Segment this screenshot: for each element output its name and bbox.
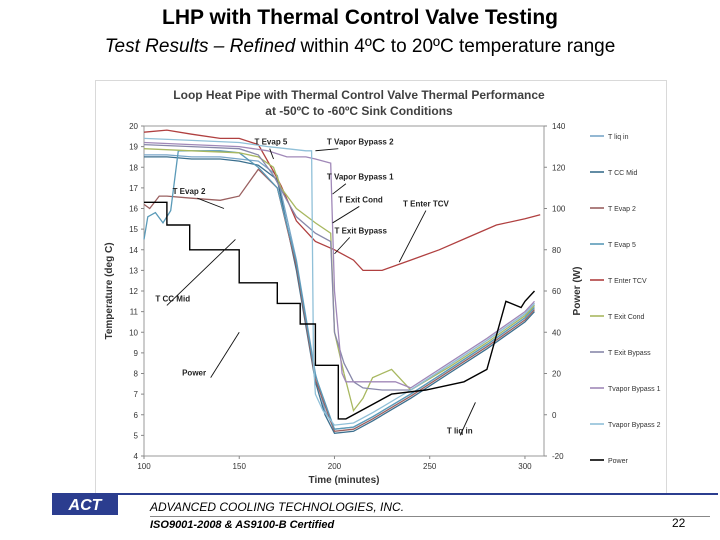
y-axis-label: Temperature (deg C) [104,242,115,339]
legend-label: T Exit Cond [608,314,645,321]
series-line-t-enter-tcv [143,129,541,272]
annotation-arrow [459,402,476,436]
legend-label: T liq in [608,134,629,141]
y-tick-label: 7 [134,390,139,399]
legend-label: Power [608,458,629,465]
company-name: ADVANCED COOLING TECHNOLOGIES, INC. [150,500,405,514]
subtitle-italic: Test Results – Refined [104,36,296,57]
annotation-label: T liq in [447,426,473,435]
y-tick-label: 10 [129,328,138,337]
annotation-label: T Vapor Bypass 2 [327,138,394,147]
y-tick-label: 13 [129,266,138,275]
chart-svg: Loop Heat Pipe with Thermal Control Valv… [104,88,661,486]
annotation-label: T Evap 2 [173,187,206,196]
y-tick-label: 20 [129,122,138,131]
annotation-label: T Exit Cond [338,195,383,204]
legend-label: T Exit Bypass [608,350,651,357]
series-line-t-evap-2 [143,168,535,433]
chart-title: Loop Heat Pipe with Thermal Control Valv… [173,88,545,102]
annotation-arrow [315,148,339,152]
y2-tick-label: 140 [552,122,566,131]
annotation-arrow [269,148,274,160]
x-tick-label: 100 [137,462,151,471]
annotation-label: T Vapor Bypass 1 [327,173,394,182]
logo-graphic: ACT [52,493,118,515]
y-tick-label: 6 [134,411,139,420]
annotation-arrow [398,210,427,263]
annotation-arrow [197,197,225,209]
slide-subtitle: Test Results – Refined within 4ºC to 20º… [0,36,720,58]
company-logo: ACT [52,493,118,515]
footer-line [118,493,718,495]
certification-text: ISO9001-2008 & AS9100-B Certified [150,519,335,531]
chart-subtitle: at -50ºC to -60ºC Sink Conditions [265,104,453,118]
y-tick-label: 17 [129,184,138,193]
annotation-arrow [166,239,236,306]
series-line-t-vapor-bypass-1 [143,141,535,389]
footer: ACT ADVANCED COOLING TECHNOLOGIES, INC. … [0,493,720,540]
legend-label: T Evap 2 [608,206,636,213]
series-line-power [144,201,536,420]
series-line-t-evap-5 [143,150,535,430]
annotation-arrow [334,237,351,255]
legend-label: Tvapor Bypass 2 [608,422,661,429]
x-axis-label: Time (minutes) [309,475,380,486]
annotation-arrow [210,332,240,378]
y2-tick-label: 100 [552,205,566,214]
page-number: 22 [672,516,686,530]
y-tick-label: 16 [129,205,138,214]
legend-label: T CC Mid [608,170,638,177]
y2-tick-label: 80 [552,246,561,255]
subtitle-rest: within 4ºC to 20ºC temperature range [300,36,616,57]
series-line-t-vapor-bypass-2 [143,137,535,426]
annotation-arrow [332,183,347,195]
x-tick-label: 300 [518,462,532,471]
annotation-label: T Enter TCV [403,199,449,208]
legend-label: T Enter TCV [608,278,647,285]
annotation-label: T Exit Bypass [334,226,387,235]
slide-title: LHP with Thermal Control Valve Testing [162,6,558,29]
y2-tick-label: 120 [552,163,566,172]
y-tick-label: 11 [130,308,139,317]
chart-area: Loop Heat Pipe with Thermal Control Valv… [95,80,667,494]
y2-tick-label: 20 [552,370,561,379]
x-tick-label: 200 [328,462,342,471]
y-tick-label: 12 [129,287,138,296]
annotation-label: Power [182,369,206,378]
annotation-label: T Evap 5 [254,138,287,147]
y-tick-label: 14 [129,246,138,255]
y2-axis-label: Power (W) [572,267,583,316]
y-tick-label: 8 [134,370,139,379]
y-tick-label: 5 [134,431,139,440]
annotation-label: T CC Mid [155,294,190,303]
x-tick-label: 250 [423,462,437,471]
series-line-t-cc-mid [144,156,535,434]
annotation-arrow [332,206,360,224]
y2-tick-label: 0 [552,411,557,420]
y2-tick-label: 60 [552,287,561,296]
y-tick-label: 15 [129,225,138,234]
y2-tick-label: 40 [552,328,561,337]
footer-rule [150,516,710,517]
legend-label: T Evap 5 [608,242,636,249]
y-tick-label: 19 [129,143,138,152]
legend-label: Tvapor Bypass 1 [608,386,661,393]
y-tick-label: 9 [134,349,139,358]
logo-text: ACT [68,497,103,514]
y2-tick-label: -20 [552,452,564,461]
y-tick-label: 4 [134,452,139,461]
x-tick-label: 150 [233,462,247,471]
y-tick-label: 18 [129,163,138,172]
